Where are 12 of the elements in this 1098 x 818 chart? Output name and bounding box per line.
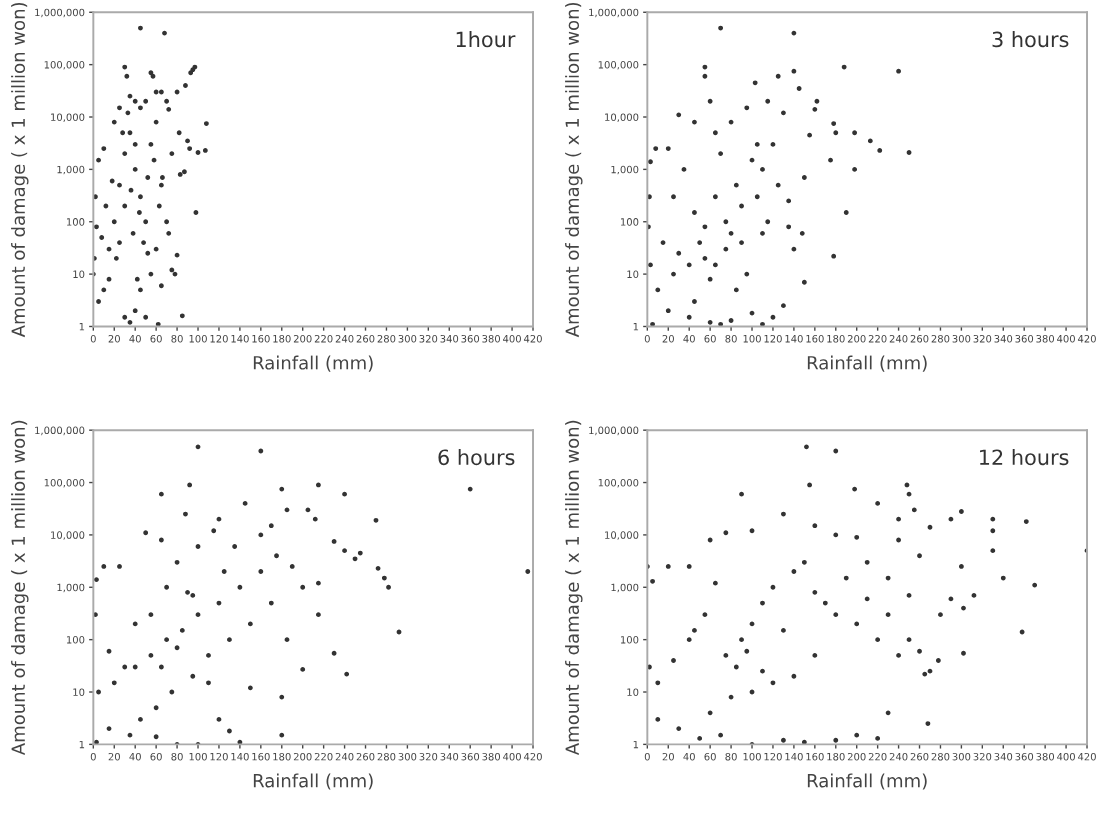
text: 12 hours [980,449,1069,466]
x-axis-title: Rainfall (mm) [807,773,927,790]
text: 1hour [456,31,516,48]
y-axis-title: Amount of damage ( x 1 million won) [11,420,29,756]
y-axis-title: Amount of damage ( x 1 million won) [565,420,583,756]
y-axis-title: Amount of damage ( x 1 million won) [565,2,583,338]
x-axis-title: Rainfall (mm) [253,355,373,372]
x-axis-title: Rainfall (mm) [253,773,373,790]
y-axis-title: Amount of damage ( x 1 million won) [11,2,29,338]
text: 6 hours [438,449,515,466]
x-axis-title: Rainfall (mm) [807,355,927,372]
text: 3 hours [992,31,1069,48]
